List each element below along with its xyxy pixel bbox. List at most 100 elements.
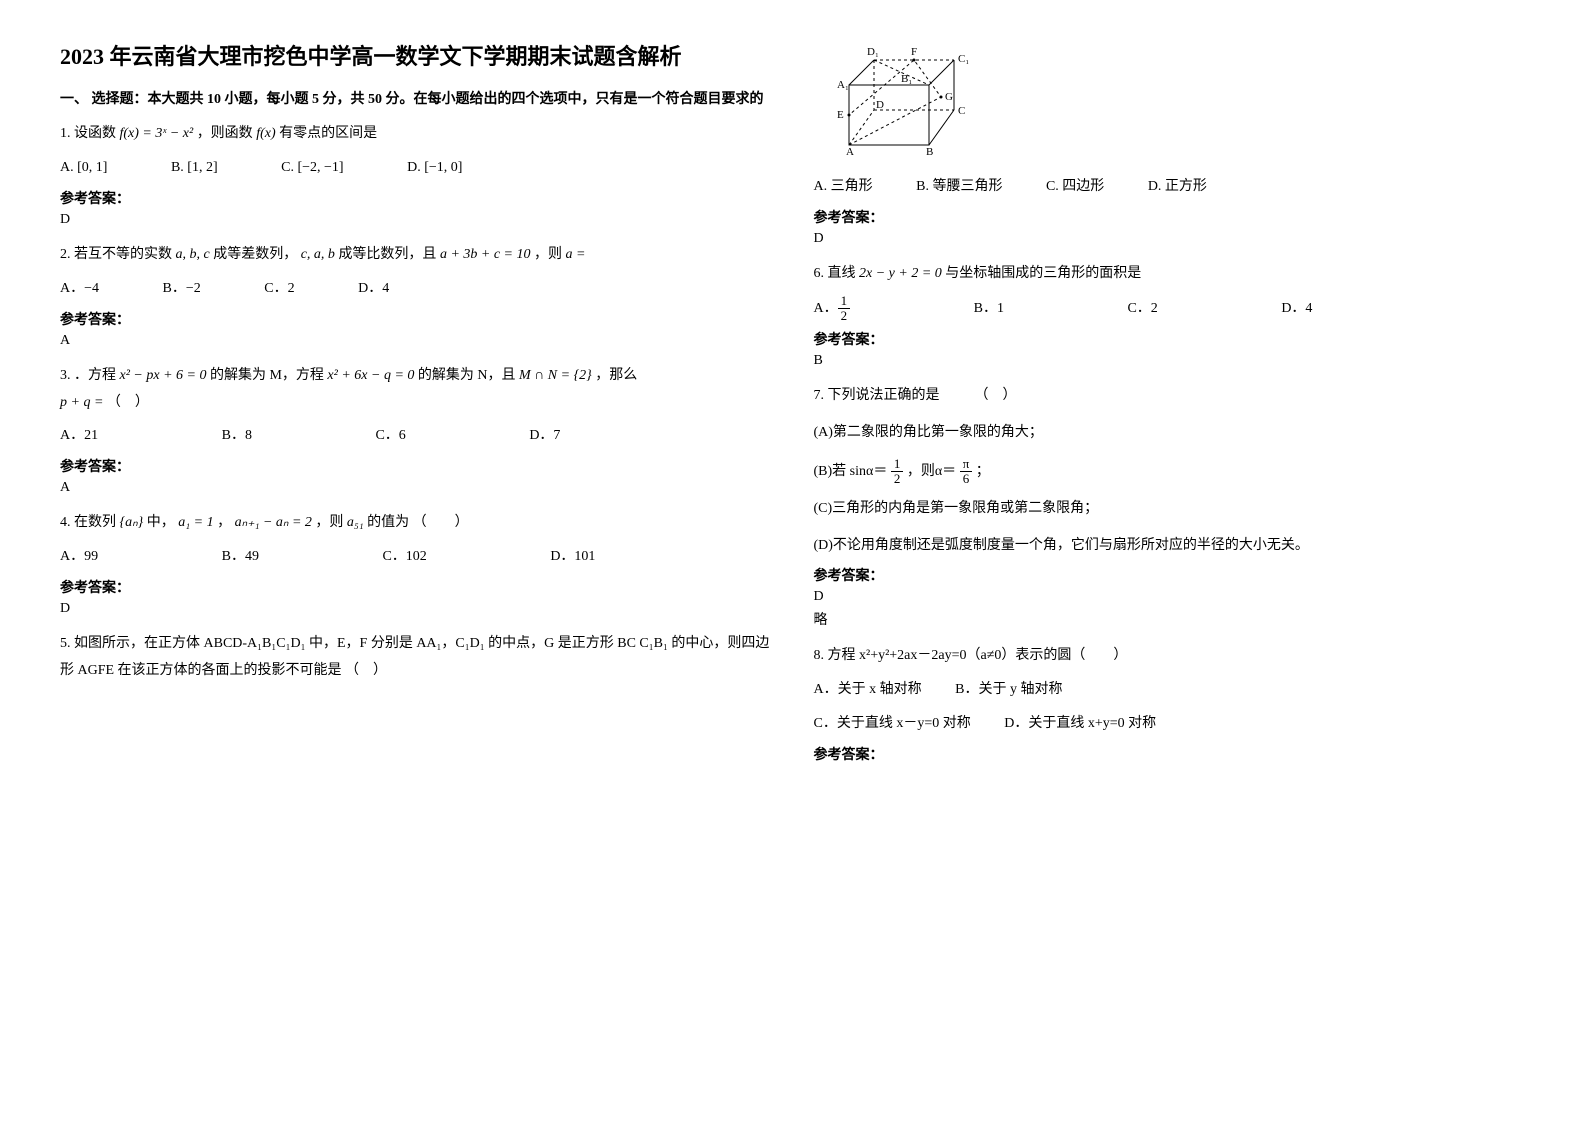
q7-opt-b: (B)若 sinα＝ 12 ，则α＝ π6 ； [814, 457, 1528, 487]
q4-stem-b: 中， [147, 515, 175, 530]
q2-abc: a, b, c [176, 247, 210, 262]
q6-options: A．12 B．1 C．2 D．4 [814, 294, 1528, 324]
q5-options: A. 三角形 B. 等腰三角形 C. 四边形 D. 正方形 [814, 173, 1528, 201]
q3-pq: p + q = [60, 395, 103, 410]
q7-omit: 略 [814, 609, 1528, 629]
q6-answer-label: 参考答案： [814, 329, 1528, 349]
cube-label-B: B [926, 146, 933, 158]
q3-opt-a: A．21 [60, 422, 98, 450]
q3-options: A．21 B．8 C．6 D．7 [60, 422, 774, 450]
q2-eq: a + 3b + c = 10 [440, 247, 531, 262]
question-2: 2. 若互不等的实数 a, b, c 成等差数列， c, a, b 成等比数列，… [60, 242, 774, 269]
q2-answer-label: 参考答案： [60, 309, 774, 329]
q7-answer: D [814, 589, 1528, 605]
q7-opt-c: (C)三角形的内角是第一象限角或第二象限角； [814, 496, 1528, 523]
q4-a51: a₅₁ [347, 515, 364, 530]
q8-opt-a: A．关于 x 轴对称 [814, 676, 922, 704]
q3-stem-a: 3. ．方程 [60, 368, 120, 383]
q1-opt-d: D. [−1, 0] [407, 154, 462, 182]
q1-options: A. [0, 1] B. [1, 2] C. [−2, −1] D. [−1, … [60, 154, 774, 182]
q2-stem-a: 2. 若互不等的实数 [60, 247, 176, 262]
cube-label-A1: A₁ [837, 79, 849, 91]
q5-answer-label: 参考答案： [814, 207, 1528, 227]
q1-stem-a: 1. 设函数 [60, 126, 120, 141]
q5-answer: D [814, 231, 1528, 247]
q5-opt-a: A. 三角形 [814, 173, 873, 201]
q1-fx2: f(x) [256, 126, 275, 141]
q1-fx: f(x) = 3ˣ − x² [120, 126, 194, 141]
q2-stem-b: 成等差数列， [213, 247, 297, 262]
cube-label-A: A [846, 146, 854, 158]
q6-opt-d: D．4 [1281, 295, 1312, 323]
q6-eq: 2x − y + 2 = 0 [859, 266, 942, 281]
q6-stem-a: 6. 直线 [814, 266, 860, 281]
q3-opt-b: B．8 [222, 422, 252, 450]
q4-opt-d: D．101 [550, 543, 595, 571]
left-column: 2023 年云南省大理市挖色中学高一数学文下学期期末试题含解析 一、 选择题：本… [60, 40, 774, 766]
q3-stem-b: 的解集为 M，方程 [210, 368, 327, 383]
q8-options-row1: A．关于 x 轴对称 B．关于 y 轴对称 [814, 676, 1528, 704]
q3-opt-d: D．7 [529, 422, 560, 450]
cube-label-B1: B₁ [901, 73, 912, 85]
cube-label-F: F [911, 46, 917, 58]
q2-options: A．−4 B．−2 C．2 D．4 [60, 275, 774, 303]
q5-opt-c: C. 四边形 [1046, 173, 1104, 201]
q1-stem-c: 有零点的区间是 [279, 126, 377, 141]
cube-label-E: E [837, 109, 844, 121]
q7-opt-d: (D)不论用角度制还是弧度制度量一个角，它们与扇形所对应的半径的大小无关。 [814, 533, 1528, 560]
q2-opt-c: C．2 [264, 275, 294, 303]
q4-opt-a: A．99 [60, 543, 98, 571]
question-8: 8. 方程 x²+y²+2ax－2ay=0（a≠0）表示的圆（ ） [814, 643, 1528, 670]
cube-label-C: C [958, 105, 965, 117]
q2-cab: c, a, b [301, 247, 335, 262]
q4-answer-label: 参考答案： [60, 577, 774, 597]
q2-stem-c: 成等比数列，且 [338, 247, 440, 262]
q4-stem-c: ， [217, 515, 231, 530]
q6-answer: B [814, 353, 1528, 369]
q2-opt-b: B．−2 [163, 275, 201, 303]
q8-answer-label: 参考答案： [814, 744, 1528, 764]
q8-opt-d: D．关于直线 x+y=0 对称 [1004, 710, 1156, 738]
q3-mn: M ∩ N = {2} [519, 368, 592, 383]
exam-title: 2023 年云南省大理市挖色中学高一数学文下学期期末试题含解析 [60, 40, 774, 73]
q6-opt-a: A．12 [814, 294, 851, 324]
cube-figure: A B C D A₁ B₁ C₁ D₁ E F G [834, 40, 1528, 165]
q1-opt-b: B. [1, 2] [171, 154, 218, 182]
q1-opt-c: C. [−2, −1] [281, 154, 343, 182]
q2-opt-a: A．−4 [60, 275, 99, 303]
q8-options-row2: C．关于直线 x－y=0 对称 D．关于直线 x+y=0 对称 [814, 710, 1528, 738]
q4-stem-a: 4. 在数列 [60, 515, 120, 530]
cube-label-C1: C₁ [958, 53, 969, 65]
q4-options: A．99 B．49 C．102 D．101 [60, 543, 774, 571]
q4-rec: aₙ₊₁ − aₙ = 2 [235, 515, 312, 530]
right-column: A B C D A₁ B₁ C₁ D₁ E F G A. 三角形 B. 等腰三角… [814, 40, 1528, 766]
q4-stem-e: 的值为 （ ） [367, 515, 469, 530]
cube-svg: A B C D A₁ B₁ C₁ D₁ E F G [834, 40, 1004, 160]
q1-answer-label: 参考答案： [60, 188, 774, 208]
q3-opt-c: C．6 [375, 422, 405, 450]
cube-label-D1: D₁ [867, 46, 879, 58]
q1-answer: D [60, 212, 774, 228]
q3-eq1: x² − px + 6 = 0 [120, 368, 207, 383]
q7-opt-a: (A)第二象限的角比第一象限的角大； [814, 420, 1528, 447]
question-4: 4. 在数列 {aₙ} 中， a₁ = 1 ， aₙ₊₁ − aₙ = 2 ，则… [60, 510, 774, 537]
q2-ae: a = [566, 247, 586, 262]
question-1: 1. 设函数 f(x) = 3ˣ − x² ，则函数 f(x) 有零点的区间是 [60, 121, 774, 148]
q2-stem-d: ，则 [534, 247, 566, 262]
q2-opt-d: D．4 [358, 275, 389, 303]
q3-stem-d: ，那么 [595, 368, 637, 383]
q3-stem-c: 的解集为 N，且 [418, 368, 519, 383]
q8-opt-b: B．关于 y 轴对称 [955, 676, 1062, 704]
q7-answer-label: 参考答案： [814, 565, 1528, 585]
question-7: 7. 下列说法正确的是 （ ） [814, 383, 1528, 410]
cube-label-D: D [876, 99, 884, 111]
q3-answer-label: 参考答案： [60, 456, 774, 476]
q5-opt-d: D. 正方形 [1148, 173, 1207, 201]
question-5: 5. 如图所示，在正方体 ABCD-A₁B₁C₁D₁ 中，E，F 分别是 AA₁… [60, 631, 774, 684]
q4-an: {aₙ} [120, 515, 144, 530]
q4-stem-d: ，则 [315, 515, 347, 530]
q3-eq2: x² + 6x − q = 0 [327, 368, 414, 383]
question-3: 3. ．方程 x² − px + 6 = 0 的解集为 M，方程 x² + 6x… [60, 363, 774, 416]
question-6: 6. 直线 2x − y + 2 = 0 与坐标轴围成的三角形的面积是 [814, 261, 1528, 288]
q4-opt-b: B．49 [222, 543, 259, 571]
